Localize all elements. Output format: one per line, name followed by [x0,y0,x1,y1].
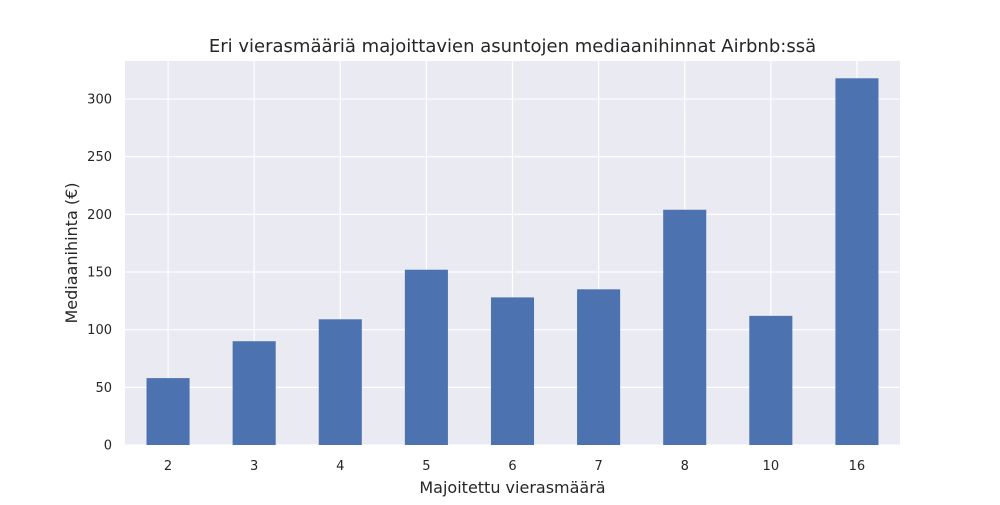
bar-10 [749,315,793,445]
x-tick-label: 5 [422,459,430,474]
bar-3 [232,341,276,445]
y-tick-label: 0 [104,439,112,454]
y-tick-label: 150 [87,266,112,281]
x-tick-label: 7 [594,459,602,474]
x-axis-label: Majoitettu vierasmäärä [419,478,605,497]
chart-title: Eri vierasmääriä majoittavien asuntojen … [209,36,816,57]
bar-16 [835,78,879,445]
x-tick-label: 3 [250,459,258,474]
x-tick-label: 16 [849,459,866,474]
bar-6 [490,297,535,445]
y-tick-label: 250 [87,150,112,165]
x-tick-label: 2 [164,459,172,474]
y-tick-label: 100 [87,323,112,338]
bars [146,78,879,445]
bar-8 [663,209,707,445]
bar-2 [146,378,190,445]
x-tick-label: 6 [508,459,516,474]
x-tick-label: 4 [336,459,344,474]
bar-7 [577,289,621,445]
y-axis-label: Mediaanihinta (€) [62,183,81,324]
y-tick-label: 200 [87,208,112,223]
y-tick-label: 50 [95,381,112,396]
bar-5 [404,269,448,445]
tick-labels: 0 50 100 150 200 250 300 2 3 4 5 6 7 8 10 16 [87,93,865,474]
bar-4 [318,319,362,445]
x-tick-label: 8 [681,459,689,474]
x-tick-label: 10 [763,459,780,474]
y-tick-label: 300 [87,93,112,108]
